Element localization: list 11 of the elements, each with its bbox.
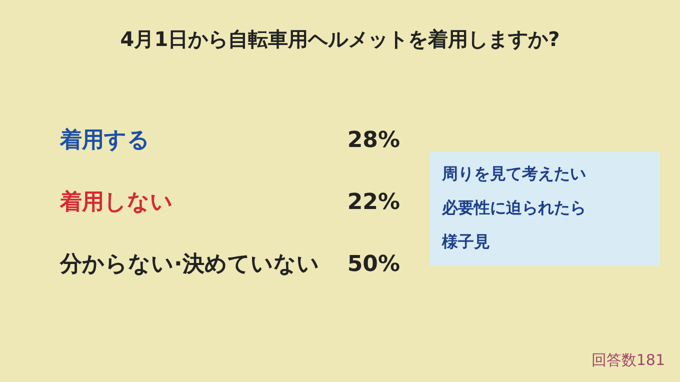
text: 必要性に迫られたら [441,198,586,217]
category-label: 分からない·決めていない [59,252,320,277]
text: 周りを見て考えたい [441,164,586,183]
data-label: 50% [347,252,400,277]
data-label: 28% [347,128,400,153]
text: 回答数181 [591,351,665,369]
category-label: 着用する [59,127,150,153]
data-label: 22% [347,190,400,215]
text: 4月1日から自転車用ヘルメットを着用しますか? [120,27,560,51]
category-label: 着用しない [59,189,173,215]
text: 様子見 [441,232,490,251]
